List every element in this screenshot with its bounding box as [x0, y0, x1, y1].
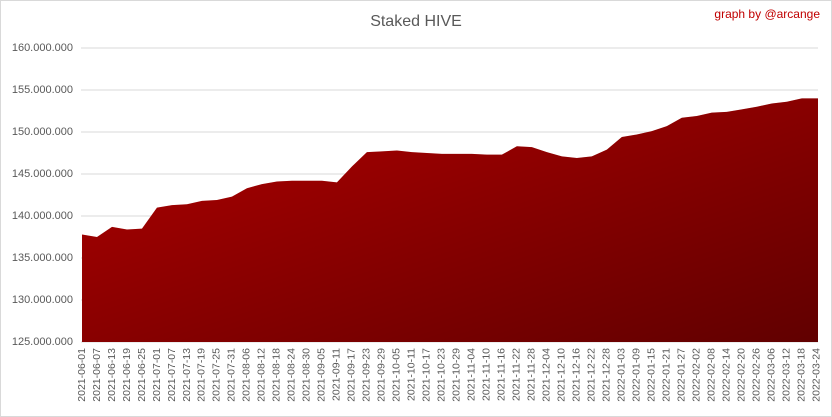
chart-title: Staked HIVE	[370, 13, 462, 30]
x-tick-label: 2021-08-06	[241, 348, 253, 402]
x-tick-label: 2022-02-26	[751, 348, 763, 402]
x-tick-label: 2022-01-09	[631, 348, 643, 402]
x-tick-label: 2021-12-22	[586, 348, 598, 402]
y-tick-label: 145.000.000	[12, 168, 73, 180]
x-tick-label: 2021-11-28	[526, 348, 538, 401]
x-tick-label: 2021-10-05	[391, 348, 403, 402]
x-tick-label: 2022-03-24	[811, 348, 823, 402]
x-tick-label: 2022-02-14	[721, 348, 733, 402]
x-tick-label: 2021-09-29	[376, 348, 388, 402]
x-tick-label: 2022-02-02	[691, 348, 703, 402]
x-tick-label: 2022-01-27	[676, 348, 688, 402]
x-tick-label: 2021-12-16	[571, 348, 583, 402]
x-tick-label: 2021-10-29	[451, 348, 463, 402]
x-tick-label: 2021-07-25	[211, 348, 223, 402]
x-tick-label: 2021-09-23	[361, 348, 373, 402]
x-tick-label: 2021-12-10	[556, 348, 568, 402]
y-tick-label: 160.000.000	[12, 42, 73, 54]
x-tick-label: 2021-11-22	[511, 348, 523, 401]
y-tick-label: 150.000.000	[12, 126, 73, 138]
x-tick-label: 2021-11-16	[496, 348, 508, 401]
annotation: graph by @arcange	[714, 7, 820, 21]
y-tick-label: 125.000.000	[12, 336, 73, 348]
x-tick-label: 2021-07-01	[151, 348, 163, 402]
y-tick-label: 140.000.000	[12, 210, 73, 222]
x-tick-label: 2021-12-04	[541, 348, 553, 402]
x-tick-label: 2021-09-11	[331, 348, 343, 401]
x-tick-label: 2021-09-17	[346, 348, 358, 402]
x-tick-label: 2021-06-07	[91, 348, 103, 402]
x-tick-label: 2021-07-07	[166, 348, 178, 402]
x-tick-label: 2021-10-11	[406, 348, 418, 401]
x-tick-label: 2022-02-08	[706, 348, 718, 402]
x-tick-label: 2021-09-05	[316, 348, 328, 402]
x-tick-label: 2021-08-24	[286, 348, 298, 402]
y-tick-label: 130.000.000	[12, 294, 73, 306]
x-tick-label: 2022-03-18	[796, 348, 808, 402]
y-tick-label: 155.000.000	[12, 84, 73, 96]
x-tick-label: 2021-06-01	[76, 348, 88, 402]
x-tick-label: 2022-02-20	[736, 348, 748, 402]
x-tick-label: 2021-11-10	[481, 348, 493, 401]
x-tick-label: 2021-07-19	[196, 348, 208, 402]
x-tick-label: 2021-07-31	[226, 348, 238, 402]
x-tick-label: 2021-08-30	[301, 348, 313, 402]
x-tick-label: 2021-10-23	[436, 348, 448, 402]
x-tick-label: 2022-01-03	[616, 348, 628, 402]
x-tick-label: 2021-06-19	[121, 348, 133, 402]
x-tick-label: 2021-06-13	[106, 348, 118, 402]
x-tick-label: 2021-11-04	[466, 348, 478, 401]
area-shade	[82, 98, 818, 343]
x-tick-label: 2021-08-12	[256, 348, 268, 402]
x-tick-label: 2021-10-17	[421, 348, 433, 402]
x-tick-label: 2021-06-25	[136, 348, 148, 402]
y-tick-label: 135.000.000	[12, 252, 73, 264]
x-tick-label: 2021-08-18	[271, 348, 283, 402]
x-tick-label: 2022-01-21	[661, 348, 673, 402]
x-tick-label: 2022-03-06	[766, 348, 778, 402]
x-tick-label: 2022-01-15	[646, 348, 658, 402]
x-tick-label: 2021-12-28	[601, 348, 613, 402]
x-tick-label: 2022-03-12	[781, 348, 793, 402]
x-tick-label: 2021-07-13	[181, 348, 193, 402]
